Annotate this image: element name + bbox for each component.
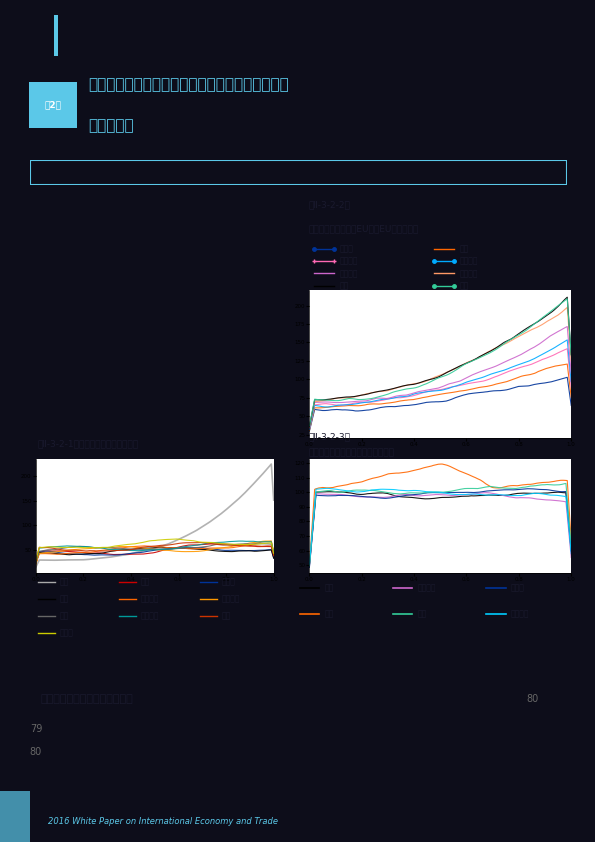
- Text: 英国: 英国: [221, 611, 231, 621]
- Text: ドイツ: ドイツ: [339, 244, 353, 253]
- Text: 80: 80: [30, 747, 42, 757]
- Text: イタリア: イタリア: [459, 257, 478, 266]
- Text: 英国: 英国: [459, 244, 469, 253]
- Text: 日本: 日本: [60, 594, 69, 604]
- Text: フランス: フランス: [418, 584, 436, 593]
- Text: フランス: フランス: [339, 269, 358, 278]
- Text: （１）ドイツの躍進と地域経済: （１）ドイツの躍進と地域経済: [40, 694, 133, 704]
- Text: 主要国の実質実効為替レートの推移: 主要国の実質実効為替レートの推移: [308, 449, 394, 457]
- Text: オランダ: オランダ: [459, 269, 478, 278]
- Text: オランダ: オランダ: [140, 594, 159, 604]
- Text: 韓国: 韓国: [60, 611, 69, 621]
- Text: 第Ⅱ-3-2-1図　輸出上位国の輸出推移: 第Ⅱ-3-2-1図 輸出上位国の輸出推移: [37, 440, 139, 449]
- Bar: [54, 14, 58, 56]
- Text: 79: 79: [30, 724, 42, 734]
- Text: 日本: 日本: [325, 584, 334, 593]
- Text: ドイツをはじめとする地域産業・地域輸出拡大の: ドイツをはじめとする地域産業・地域輸出拡大の: [88, 77, 289, 93]
- Text: 米国: 米国: [459, 281, 469, 290]
- Text: 米国: 米国: [140, 578, 150, 587]
- Text: 米国: 米国: [418, 609, 427, 618]
- Text: 主要国の輸出推移（EUは非EU向けのみ）: 主要国の輸出推移（EUは非EU向けのみ）: [308, 224, 419, 233]
- Text: 第Ⅱ-3-2-2図: 第Ⅱ-3-2-2図: [308, 200, 350, 210]
- Text: 78: 78: [238, 462, 250, 472]
- Text: 第2節: 第2節: [45, 101, 62, 109]
- Text: ロシア: ロシア: [60, 629, 73, 637]
- Text: ドイツ: ドイツ: [221, 578, 235, 587]
- Text: 80: 80: [526, 694, 538, 704]
- Text: 中国: 中国: [60, 578, 69, 587]
- Bar: [0, 791, 30, 842]
- FancyBboxPatch shape: [29, 83, 77, 129]
- Text: 2016 White Paper on International Economy and Trade: 2016 White Paper on International Econom…: [48, 818, 278, 826]
- Text: イタリア: イタリア: [511, 609, 530, 618]
- Text: 日本: 日本: [339, 281, 349, 290]
- Text: 英国: 英国: [325, 609, 334, 618]
- Text: イタリア: イタリア: [140, 611, 159, 621]
- Text: 第Ⅱ-3-2-3図: 第Ⅱ-3-2-3図: [308, 432, 350, 441]
- Text: フランス: フランス: [221, 594, 240, 604]
- Text: スペイン: スペイン: [339, 257, 358, 266]
- Text: 要因・要素: 要因・要素: [88, 118, 134, 133]
- Text: ドイツ: ドイツ: [511, 584, 525, 593]
